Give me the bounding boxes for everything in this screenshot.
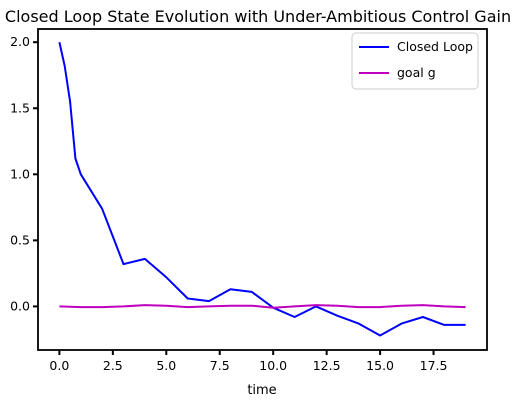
y-tick-label: 2.0 [10, 34, 30, 49]
x-tick-label: 5.0 [156, 358, 176, 373]
legend-label-closed-loop: Closed Loop [397, 39, 473, 54]
x-tick-label: 2.5 [103, 358, 123, 373]
y-tick-label: 1.5 [10, 100, 30, 115]
series-line-goal [59, 304, 466, 309]
y-tick-label: 0.0 [10, 298, 30, 313]
x-tick-label: 15.0 [366, 358, 394, 373]
chart-title: Closed Loop State Evolution with Under-A… [5, 7, 511, 26]
y-axis: 0.0 0.5 1.0 1.5 2.0 [10, 34, 38, 313]
legend-label-goal: goal g [397, 65, 436, 80]
x-tick-label: 7.5 [210, 358, 230, 373]
x-axis-label: time [247, 383, 276, 398]
x-axis: 0.0 2.5 5.0 7.5 10.0 12.5 15.0 17.5 [49, 350, 447, 373]
y-tick-label: 1.0 [10, 166, 30, 181]
series-line-closed-loop [58, 41, 466, 337]
x-tick-label: 12.5 [313, 358, 341, 373]
plot-area [37, 28, 488, 351]
x-tick-label: 10.0 [259, 358, 287, 373]
x-tick-label: 0.0 [49, 358, 69, 373]
y-tick-label: 0.5 [10, 232, 30, 247]
x-tick-label: 17.5 [420, 358, 448, 373]
series-layer [58, 41, 466, 337]
legend: Closed Loop goal g [351, 32, 479, 90]
